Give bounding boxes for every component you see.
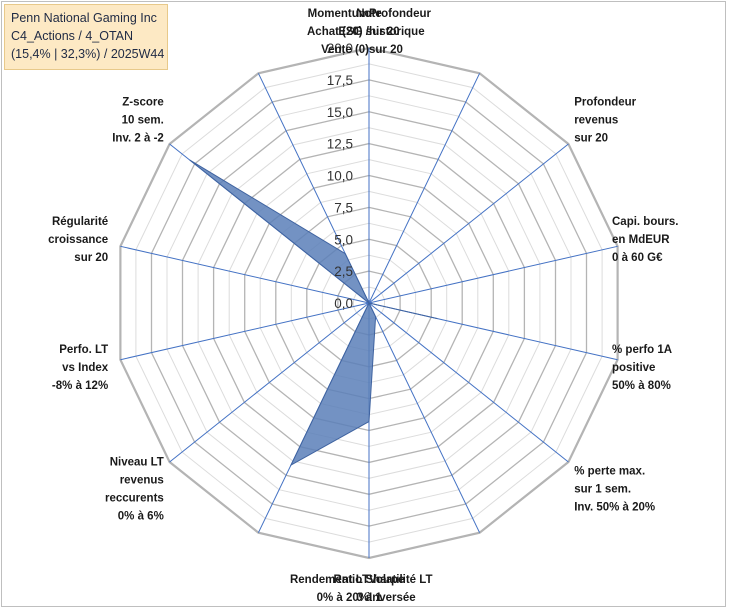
- axis-label: Z-score 10 sem. Inv. 2 à -2: [112, 96, 164, 144]
- axis-label: Profondeur revenus sur 20: [574, 96, 636, 144]
- axis-spoke: [368, 302, 569, 463]
- axis-label: Régularité croissance sur 20: [48, 216, 108, 264]
- axis-label: Profondeur historique sur 20: [369, 8, 431, 56]
- axis-spoke: [169, 302, 370, 463]
- title-line-1: Penn National Gaming Inc: [11, 11, 157, 25]
- axis-label: Momentum Achat (20) / Vente (0): [307, 8, 370, 56]
- axis-label: Volatilité LTInversée40% à 0%: [369, 574, 432, 610]
- tick-label: 17,5: [327, 73, 353, 88]
- tick-label: 12,5: [327, 137, 353, 152]
- axis-spoke: [368, 302, 481, 533]
- series-area: [189, 159, 438, 467]
- chart-title-box: Penn National Gaming Inc C4_Actions / 4_…: [4, 4, 168, 70]
- radar-tick-labels: 0,0 2,5 5,0 7,5 10,0 12,5 15,0 17,5 20,0: [327, 41, 353, 311]
- axis-spoke: [368, 73, 481, 304]
- axis-label: Rendement LT 0% à 20%: [290, 574, 369, 604]
- axis-spoke: [368, 245, 618, 304]
- axis-label: Perfo. LT vs Index -8% à 12%: [52, 344, 109, 392]
- axis-label: % perfo 1A positive 50% à 80%: [612, 344, 672, 392]
- tick-label: 15,0: [327, 105, 353, 120]
- title-line-3: (15,4% | 32,3%) / 2025W44: [11, 47, 165, 61]
- axis-label: Ratio Sharpe 0 à 1: [334, 574, 405, 604]
- axis-label: Note ESG sur 20: [338, 8, 399, 38]
- axis-spoke: [120, 302, 370, 361]
- axis-spoke: [120, 245, 370, 304]
- axis-label: Niveau LT revenus reccurents 0% à 6%: [105, 457, 164, 523]
- title-line-2: C4_Actions / 4_OTAN: [11, 29, 134, 43]
- axis-label: Capi. bours. en MdEUR 0 à 60 G€: [612, 216, 678, 264]
- radar-series: [189, 159, 438, 467]
- tick-label: 2,5: [334, 264, 353, 279]
- axis-spoke: [368, 143, 569, 304]
- tick-label: 5,0: [334, 232, 353, 247]
- tick-label: 0,0: [334, 296, 353, 311]
- tick-label: 7,5: [334, 200, 353, 215]
- tick-label: 10,0: [327, 169, 353, 184]
- axis-label: % perte max. sur 1 sem. Inv. 50% à 20%: [574, 466, 655, 514]
- tick-label: 20,0: [327, 41, 353, 56]
